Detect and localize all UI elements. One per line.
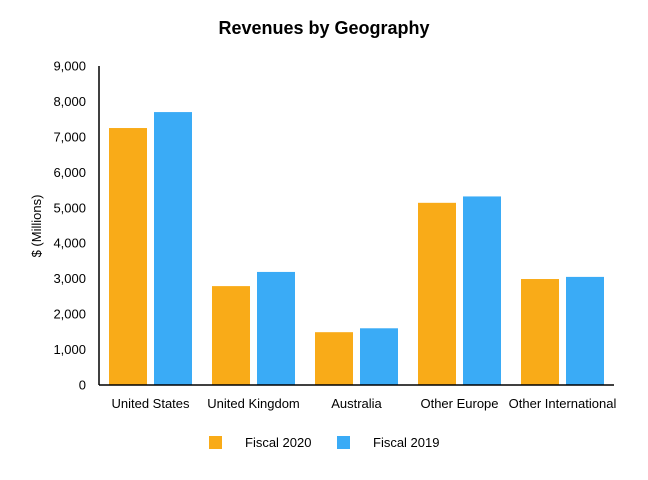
x-tick-label: United States — [111, 396, 190, 411]
y-tick-label: 1,000 — [53, 342, 86, 357]
legend-label: Fiscal 2020 — [245, 435, 311, 450]
bars — [109, 112, 604, 386]
y-tick-label: 3,000 — [53, 271, 86, 286]
y-tick-label: 9,000 — [53, 59, 86, 74]
bar-united-kingdom-fiscal-2019 — [257, 271, 295, 385]
x-tick-label: Australia — [331, 396, 382, 411]
chart-title: Revenues by Geography — [218, 18, 429, 38]
bar-other-europe-fiscal-2019 — [463, 196, 501, 385]
bar-united-kingdom-fiscal-2020 — [212, 286, 250, 385]
y-tick-label: 8,000 — [53, 94, 86, 109]
bar-australia-fiscal-2020 — [315, 332, 353, 385]
x-tick-label: Other Europe — [420, 396, 498, 411]
y-tick-label: 2,000 — [53, 307, 86, 322]
y-tick-label: 4,000 — [53, 236, 86, 251]
y-axis-label: $ (Millions) — [29, 195, 44, 258]
bar-other-international-fiscal-2019 — [566, 276, 604, 385]
legend: Fiscal 2020 Fiscal 2019 — [209, 435, 439, 450]
legend-swatch-fiscal-2020 — [209, 436, 222, 449]
y-tick-label: 6,000 — [53, 165, 86, 180]
bar-united-states-fiscal-2020 — [109, 128, 147, 385]
y-axis-ticks: 0 1,000 2,000 3,000 4,000 5,000 6,000 7,000 8,00… — [53, 59, 86, 393]
bar-australia-fiscal-2019 — [360, 328, 398, 385]
legend-label: Fiscal 2019 — [373, 435, 439, 450]
legend-swatch-fiscal-2019 — [337, 436, 350, 449]
y-tick-label: 7,000 — [53, 129, 86, 144]
bar-other-international-fiscal-2020 — [521, 279, 559, 385]
x-tick-label: United Kingdom — [207, 396, 300, 411]
y-tick-label: 0 — [79, 378, 86, 393]
y-tick-label: 5,000 — [53, 200, 86, 215]
x-axis-ticks: United States United Kingdom Australia Othe… — [111, 396, 616, 411]
bar-other-europe-fiscal-2020 — [418, 202, 456, 385]
bar-united-states-fiscal-2019 — [154, 112, 192, 386]
x-tick-label: Other International — [509, 396, 617, 411]
